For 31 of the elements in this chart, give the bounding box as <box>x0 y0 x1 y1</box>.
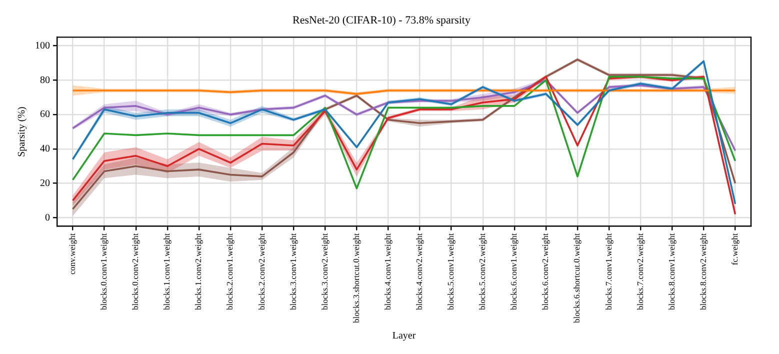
x-tick-label: conv.weight <box>67 232 78 275</box>
x-tick-label: blocks.7.conv2.weight <box>634 232 645 310</box>
x-tick-label: blocks.3.shortcut.0.weight <box>350 232 361 324</box>
y-tick-label: 0 <box>45 212 50 224</box>
x-tick-label: blocks.1.conv1.weight <box>162 232 172 310</box>
x-axis-title: Layer <box>392 330 416 342</box>
x-tick-label: blocks.6.conv1.weight <box>508 232 519 310</box>
x-tick-label: blocks.7.conv1.weight <box>603 232 614 310</box>
x-tick-label: fc.weight <box>729 232 740 266</box>
y-tick-label: 40 <box>40 144 50 155</box>
x-tick-label: blocks.3.conv2.weight <box>319 232 330 310</box>
x-tick-label: blocks.0.conv2.weight <box>130 232 140 310</box>
y-axis-title: Sparsity (%) <box>16 106 28 157</box>
y-tick-label: 80 <box>40 74 50 86</box>
x-tick-label: blocks.8.conv2.weight <box>698 232 708 310</box>
y-tick-label: 20 <box>40 178 50 189</box>
x-tick-label: blocks.6.shortcut.0.weight <box>572 232 582 324</box>
x-tick-label: blocks.0.conv1.weight <box>98 232 109 310</box>
x-tick-label: blocks.6.conv2.weight <box>540 232 550 310</box>
y-tick-label: 60 <box>40 109 50 120</box>
x-tick-label: blocks.2.conv2.weight <box>256 232 266 310</box>
x-tick-label: blocks.4.conv2.weight <box>414 232 424 310</box>
x-tick-label: blocks.8.conv1.weight <box>666 232 676 310</box>
x-tick-label: blocks.4.conv1.weight <box>382 232 392 310</box>
x-tick-label: blocks.5.conv2.weight <box>477 232 488 310</box>
x-tick-label: blocks.1.conv2.weight <box>193 232 204 310</box>
x-tick-label: blocks.3.conv1.weight <box>288 232 298 310</box>
x-tick-label: blocks.2.conv1.weight <box>224 232 235 310</box>
x-tick-label: blocks.5.conv1.weight <box>446 232 456 310</box>
chart-title: ResNet-20 (CIFAR-10) - 73.8% sparsity <box>292 14 471 26</box>
y-tick-label: 100 <box>35 40 50 52</box>
